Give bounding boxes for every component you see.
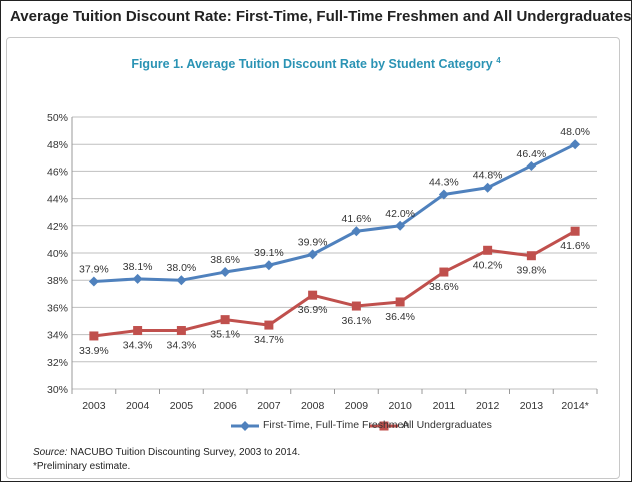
data-label: 38.0% bbox=[166, 262, 196, 274]
data-label: 44.8% bbox=[473, 170, 503, 182]
data-label: 38.1% bbox=[123, 261, 153, 273]
data-label: 41.6% bbox=[341, 213, 371, 225]
x-tick-label: 2003 bbox=[82, 400, 106, 412]
data-label: 33.9% bbox=[79, 345, 109, 357]
legend-swatch-marker bbox=[240, 421, 250, 431]
series-line bbox=[93, 229, 576, 338]
figure-title-text: Figure 1. Average Tuition Discount Rate … bbox=[131, 57, 493, 72]
data-point bbox=[351, 226, 362, 237]
x-tick-label: 2014* bbox=[561, 400, 588, 412]
data-point bbox=[132, 273, 143, 284]
legend-item-series-2: All Undergraduates bbox=[402, 419, 492, 431]
data-label: 42.0% bbox=[385, 208, 415, 220]
x-tick-label: 2006 bbox=[213, 400, 237, 412]
y-tick-label: 30% bbox=[47, 384, 68, 396]
data-label: 46.4% bbox=[516, 148, 546, 160]
data-point bbox=[526, 251, 536, 261]
data-label: 35.1% bbox=[210, 329, 240, 341]
x-tick-label: 2010 bbox=[388, 400, 412, 412]
data-label: 34.3% bbox=[123, 340, 153, 352]
data-label: 39.1% bbox=[254, 247, 284, 259]
data-point bbox=[351, 301, 361, 311]
y-tick-label: 36% bbox=[47, 302, 68, 314]
data-label: 36.9% bbox=[298, 304, 328, 316]
y-tick-label: 44% bbox=[47, 194, 68, 206]
data-point bbox=[89, 331, 99, 341]
data-point bbox=[570, 139, 581, 150]
y-tick-label: 46% bbox=[47, 166, 68, 178]
data-label: 38.6% bbox=[429, 281, 459, 293]
data-point bbox=[438, 189, 449, 200]
data-point bbox=[395, 297, 405, 307]
x-tick-label: 2007 bbox=[257, 400, 281, 412]
x-tick-label: 2004 bbox=[126, 400, 150, 412]
data-label: 38.6% bbox=[210, 254, 240, 266]
data-point bbox=[220, 267, 231, 278]
data-point bbox=[133, 326, 143, 336]
data-label: 48.0% bbox=[560, 126, 590, 138]
data-point bbox=[439, 267, 449, 277]
x-tick-label: 2008 bbox=[301, 400, 325, 412]
source-text: NACUBO Tuition Discounting Survey, 2003 … bbox=[67, 447, 301, 458]
y-tick-label: 50% bbox=[47, 112, 68, 124]
data-point bbox=[307, 249, 318, 260]
source-note: Source: NACUBO Tuition Discounting Surve… bbox=[33, 447, 300, 458]
data-label: 40.2% bbox=[473, 259, 503, 271]
figure-title-superscript: 4 bbox=[496, 56, 501, 65]
data-point bbox=[526, 160, 537, 171]
data-label: 39.8% bbox=[516, 265, 546, 277]
data-point bbox=[264, 320, 274, 330]
legend-swatch-marker bbox=[379, 421, 389, 431]
figure-title: Figure 1. Average Tuition Discount Rate … bbox=[0, 56, 632, 71]
series-line bbox=[93, 142, 576, 284]
data-point bbox=[482, 182, 493, 193]
legend-item-series-1: First-Time, Full-Time Freshmen bbox=[263, 419, 410, 431]
data-point bbox=[308, 290, 318, 300]
y-tick-label: 42% bbox=[47, 221, 68, 233]
y-tick-label: 48% bbox=[47, 139, 68, 151]
y-tick-label: 32% bbox=[47, 357, 68, 369]
data-label: 36.1% bbox=[341, 315, 371, 327]
data-point bbox=[395, 220, 406, 231]
source-prefix: Source: bbox=[33, 447, 68, 458]
x-tick-label: 2013 bbox=[520, 400, 544, 412]
page-heading: Average Tuition Discount Rate: First-Tim… bbox=[10, 8, 632, 25]
x-tick-label: 2012 bbox=[476, 400, 500, 412]
footnote: *Preliminary estimate. bbox=[33, 461, 131, 472]
data-point bbox=[263, 260, 274, 271]
y-tick-label: 38% bbox=[47, 275, 68, 287]
data-point bbox=[483, 245, 493, 255]
data-point bbox=[570, 226, 580, 236]
data-label: 39.9% bbox=[298, 236, 328, 248]
data-label: 34.3% bbox=[166, 340, 196, 352]
y-tick-label: 34% bbox=[47, 330, 68, 342]
data-label: 36.4% bbox=[385, 311, 415, 323]
y-tick-label: 40% bbox=[47, 248, 68, 260]
data-label: 34.7% bbox=[254, 334, 284, 346]
data-point bbox=[176, 326, 186, 336]
x-tick-label: 2009 bbox=[345, 400, 369, 412]
data-point bbox=[176, 275, 187, 286]
x-tick-label: 2011 bbox=[433, 400, 456, 412]
data-label: 44.3% bbox=[429, 177, 459, 189]
data-label: 41.6% bbox=[560, 240, 590, 252]
x-tick-label: 2005 bbox=[170, 400, 194, 412]
data-label: 37.9% bbox=[79, 264, 109, 276]
data-point bbox=[88, 276, 99, 287]
data-point bbox=[220, 315, 230, 325]
